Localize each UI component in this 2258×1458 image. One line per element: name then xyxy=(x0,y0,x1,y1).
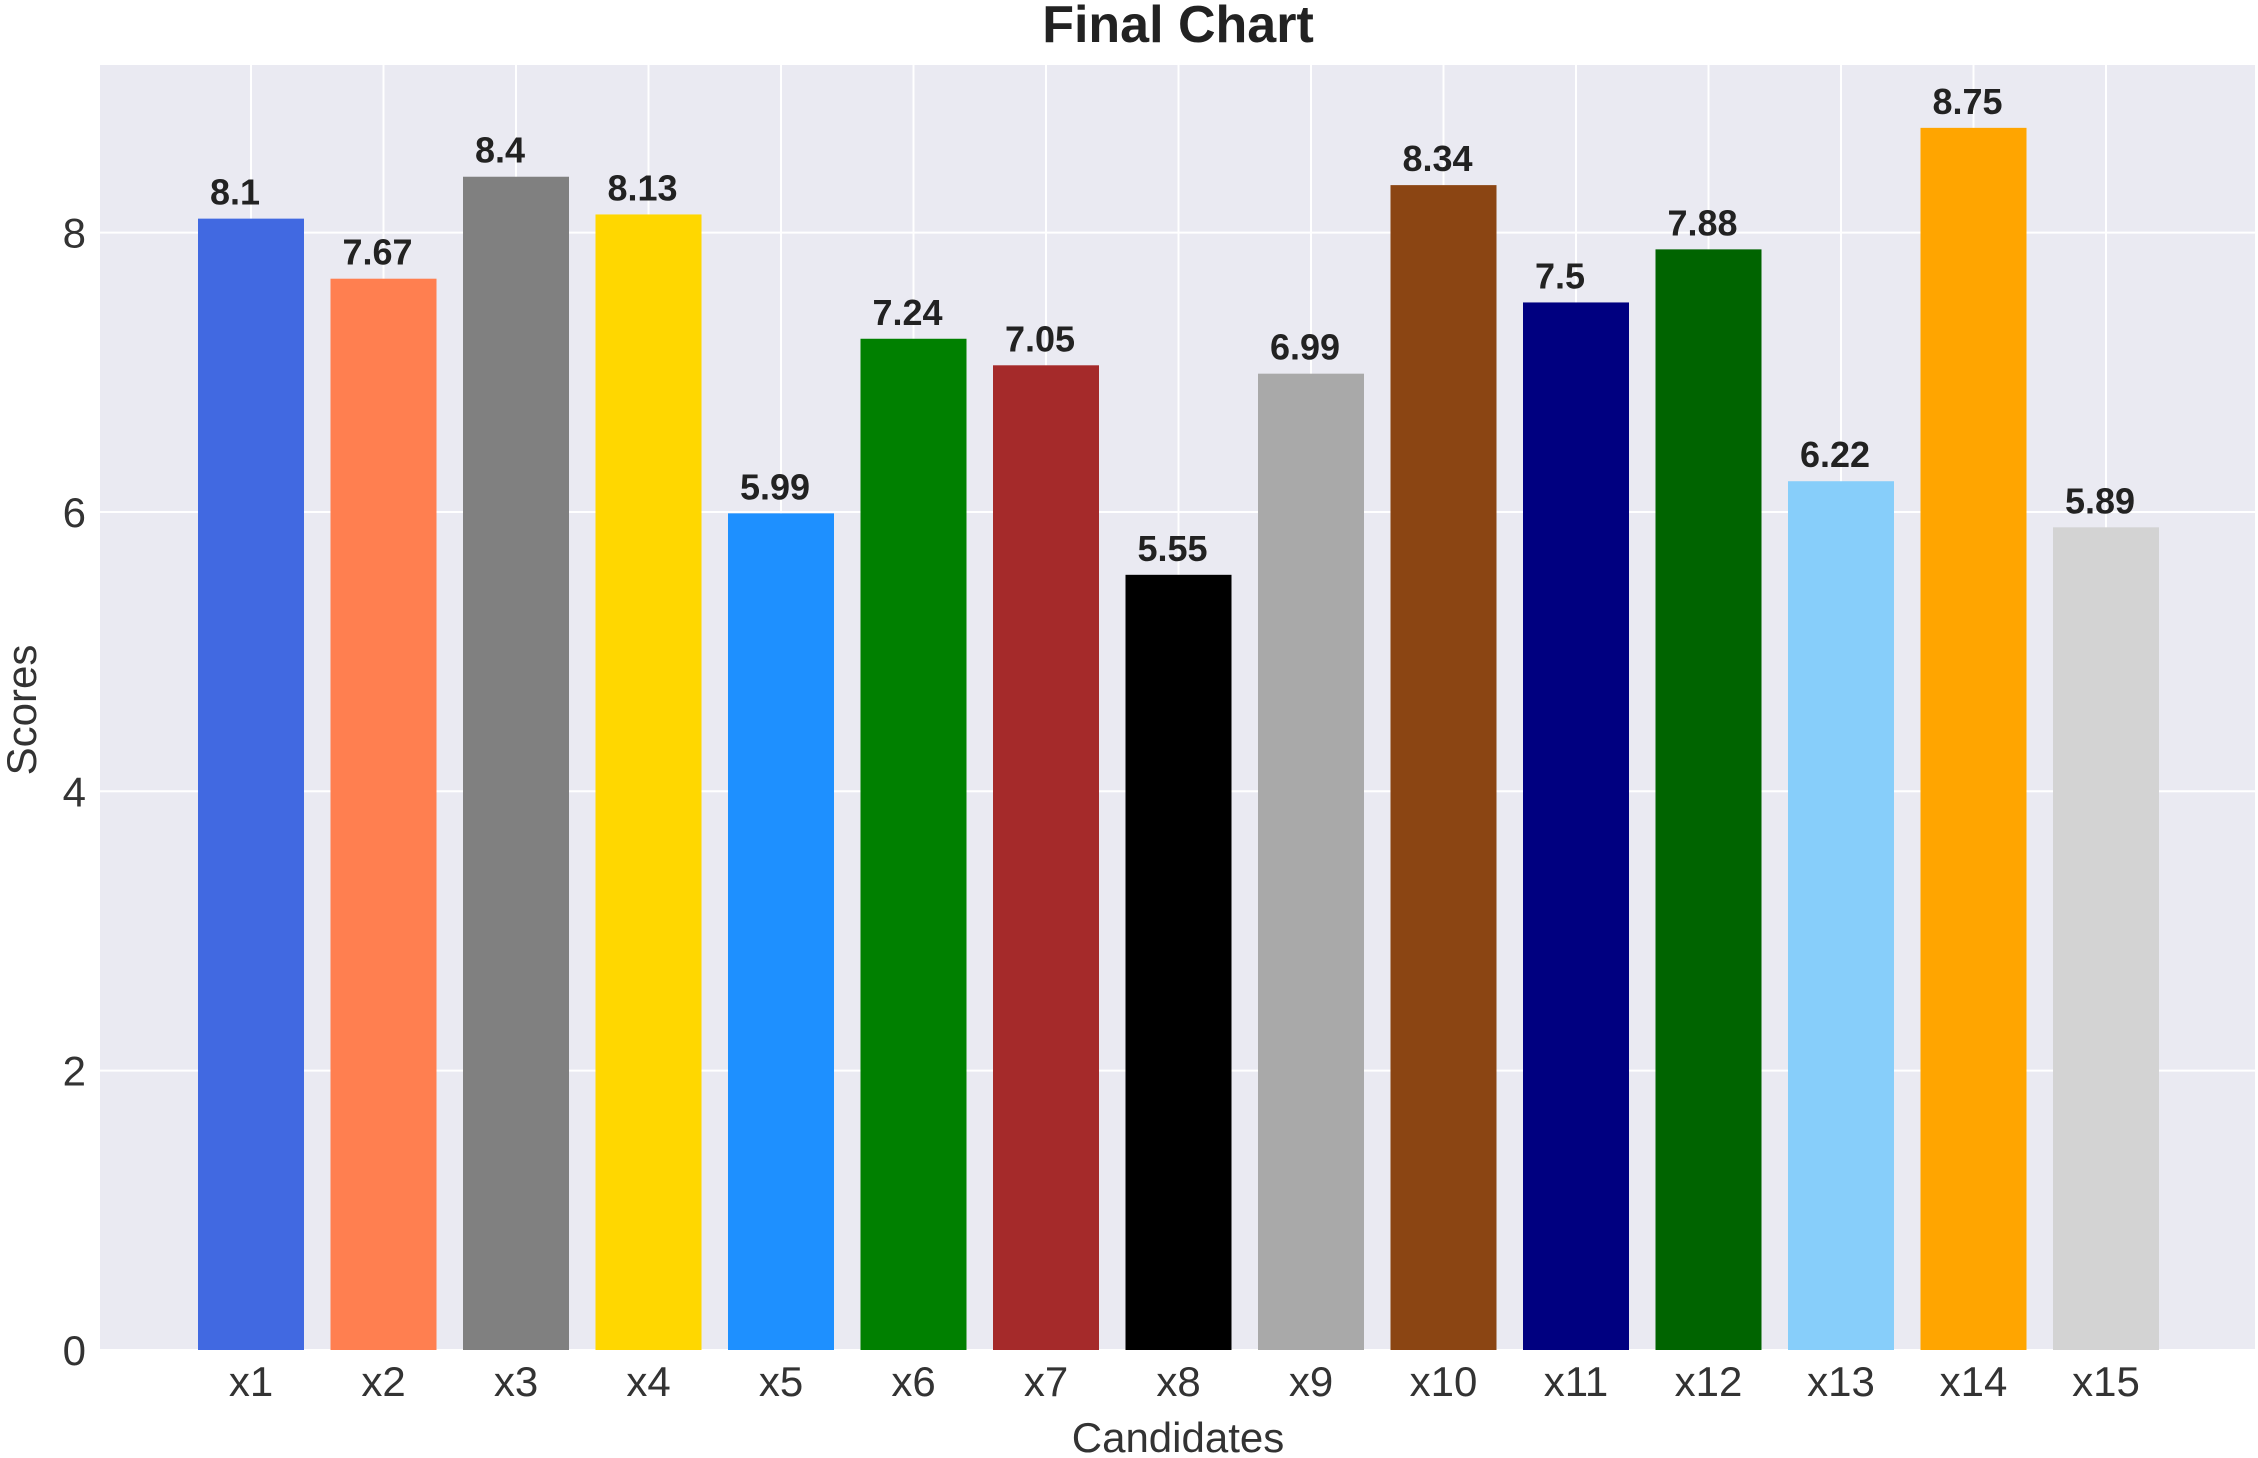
x-tick-x8: x8 xyxy=(1156,1358,1200,1405)
x-tick-x1: x1 xyxy=(229,1358,273,1405)
x-tick-x10: x10 xyxy=(1410,1358,1478,1405)
bar-x7 xyxy=(993,365,1099,1350)
x-tick-x14: x14 xyxy=(1940,1358,2008,1405)
bar-x8 xyxy=(1125,574,1232,1350)
value-label-x12: 7.88 xyxy=(1668,202,1738,243)
x-tick-labels: x1 x2 x3 x4 x5 x6 x7 x8 x9 x10 x11 x12 x13 x14 x15 xyxy=(229,1358,2140,1405)
value-label-x11: 7.5 xyxy=(1535,255,1585,296)
value-label-x1: 8.1 xyxy=(210,172,260,213)
bar-x15 xyxy=(2053,527,2159,1350)
x-tick-x5: x5 xyxy=(759,1358,803,1405)
bar-x13 xyxy=(1788,481,1894,1350)
value-label-x7: 7.05 xyxy=(1005,318,1075,359)
value-label-x5: 5.99 xyxy=(740,466,810,507)
value-label-x10: 8.34 xyxy=(1403,138,1473,179)
value-label-x14: 8.75 xyxy=(1933,81,2003,122)
y-tick-labels: 0 2 4 6 8 xyxy=(63,210,86,1374)
bar-x3 xyxy=(463,176,569,1350)
y-axis-label: Scores xyxy=(0,645,45,776)
value-label-x13: 6.22 xyxy=(1800,434,1870,475)
y-tick-6: 6 xyxy=(63,489,86,536)
bar-x12 xyxy=(1655,249,1762,1350)
bar-x11 xyxy=(1523,302,1629,1350)
x-tick-x15: x15 xyxy=(2072,1358,2140,1405)
bar-x10 xyxy=(1390,185,1497,1350)
y-tick-8: 8 xyxy=(63,210,86,257)
value-label-x2: 7.67 xyxy=(343,232,413,273)
bars xyxy=(198,127,2159,1351)
x-tick-x9: x9 xyxy=(1289,1358,1333,1405)
x-axis-label: Candidates xyxy=(1072,1414,1284,1458)
x-tick-x11: x11 xyxy=(1544,1358,1609,1405)
bar-x4 xyxy=(595,214,702,1351)
y-tick-0: 0 xyxy=(63,1327,86,1374)
x-tick-x2: x2 xyxy=(361,1358,405,1405)
y-tick-2: 2 xyxy=(63,1048,86,1095)
bar-x9 xyxy=(1258,373,1364,1351)
x-tick-x4: x4 xyxy=(626,1358,670,1405)
value-label-x3: 8.4 xyxy=(475,130,525,171)
value-label-x15: 5.89 xyxy=(2065,480,2135,521)
x-tick-x3: x3 xyxy=(494,1358,538,1405)
bar-x5 xyxy=(728,513,834,1350)
bar-x14 xyxy=(1920,127,2027,1350)
x-tick-x6: x6 xyxy=(891,1358,935,1405)
bar-x1 xyxy=(198,218,304,1350)
bar-x2 xyxy=(330,278,437,1351)
value-label-x6: 7.24 xyxy=(873,292,943,333)
x-tick-x12: x12 xyxy=(1675,1358,1743,1405)
value-label-x9: 6.99 xyxy=(1270,327,1340,368)
value-labels: 8.1 7.67 8.4 8.13 5.99 7.24 7.05 5.55 6.99 8.34 7.… xyxy=(210,81,2135,569)
value-label-x4: 8.13 xyxy=(608,167,678,208)
value-label-x8: 5.55 xyxy=(1138,528,1208,569)
bar-x6 xyxy=(860,338,967,1350)
x-tick-x13: x13 xyxy=(1807,1358,1875,1405)
chart-title: Final Chart xyxy=(1042,0,1314,54)
y-tick-4: 4 xyxy=(63,768,86,815)
x-tick-x7: x7 xyxy=(1024,1358,1068,1405)
